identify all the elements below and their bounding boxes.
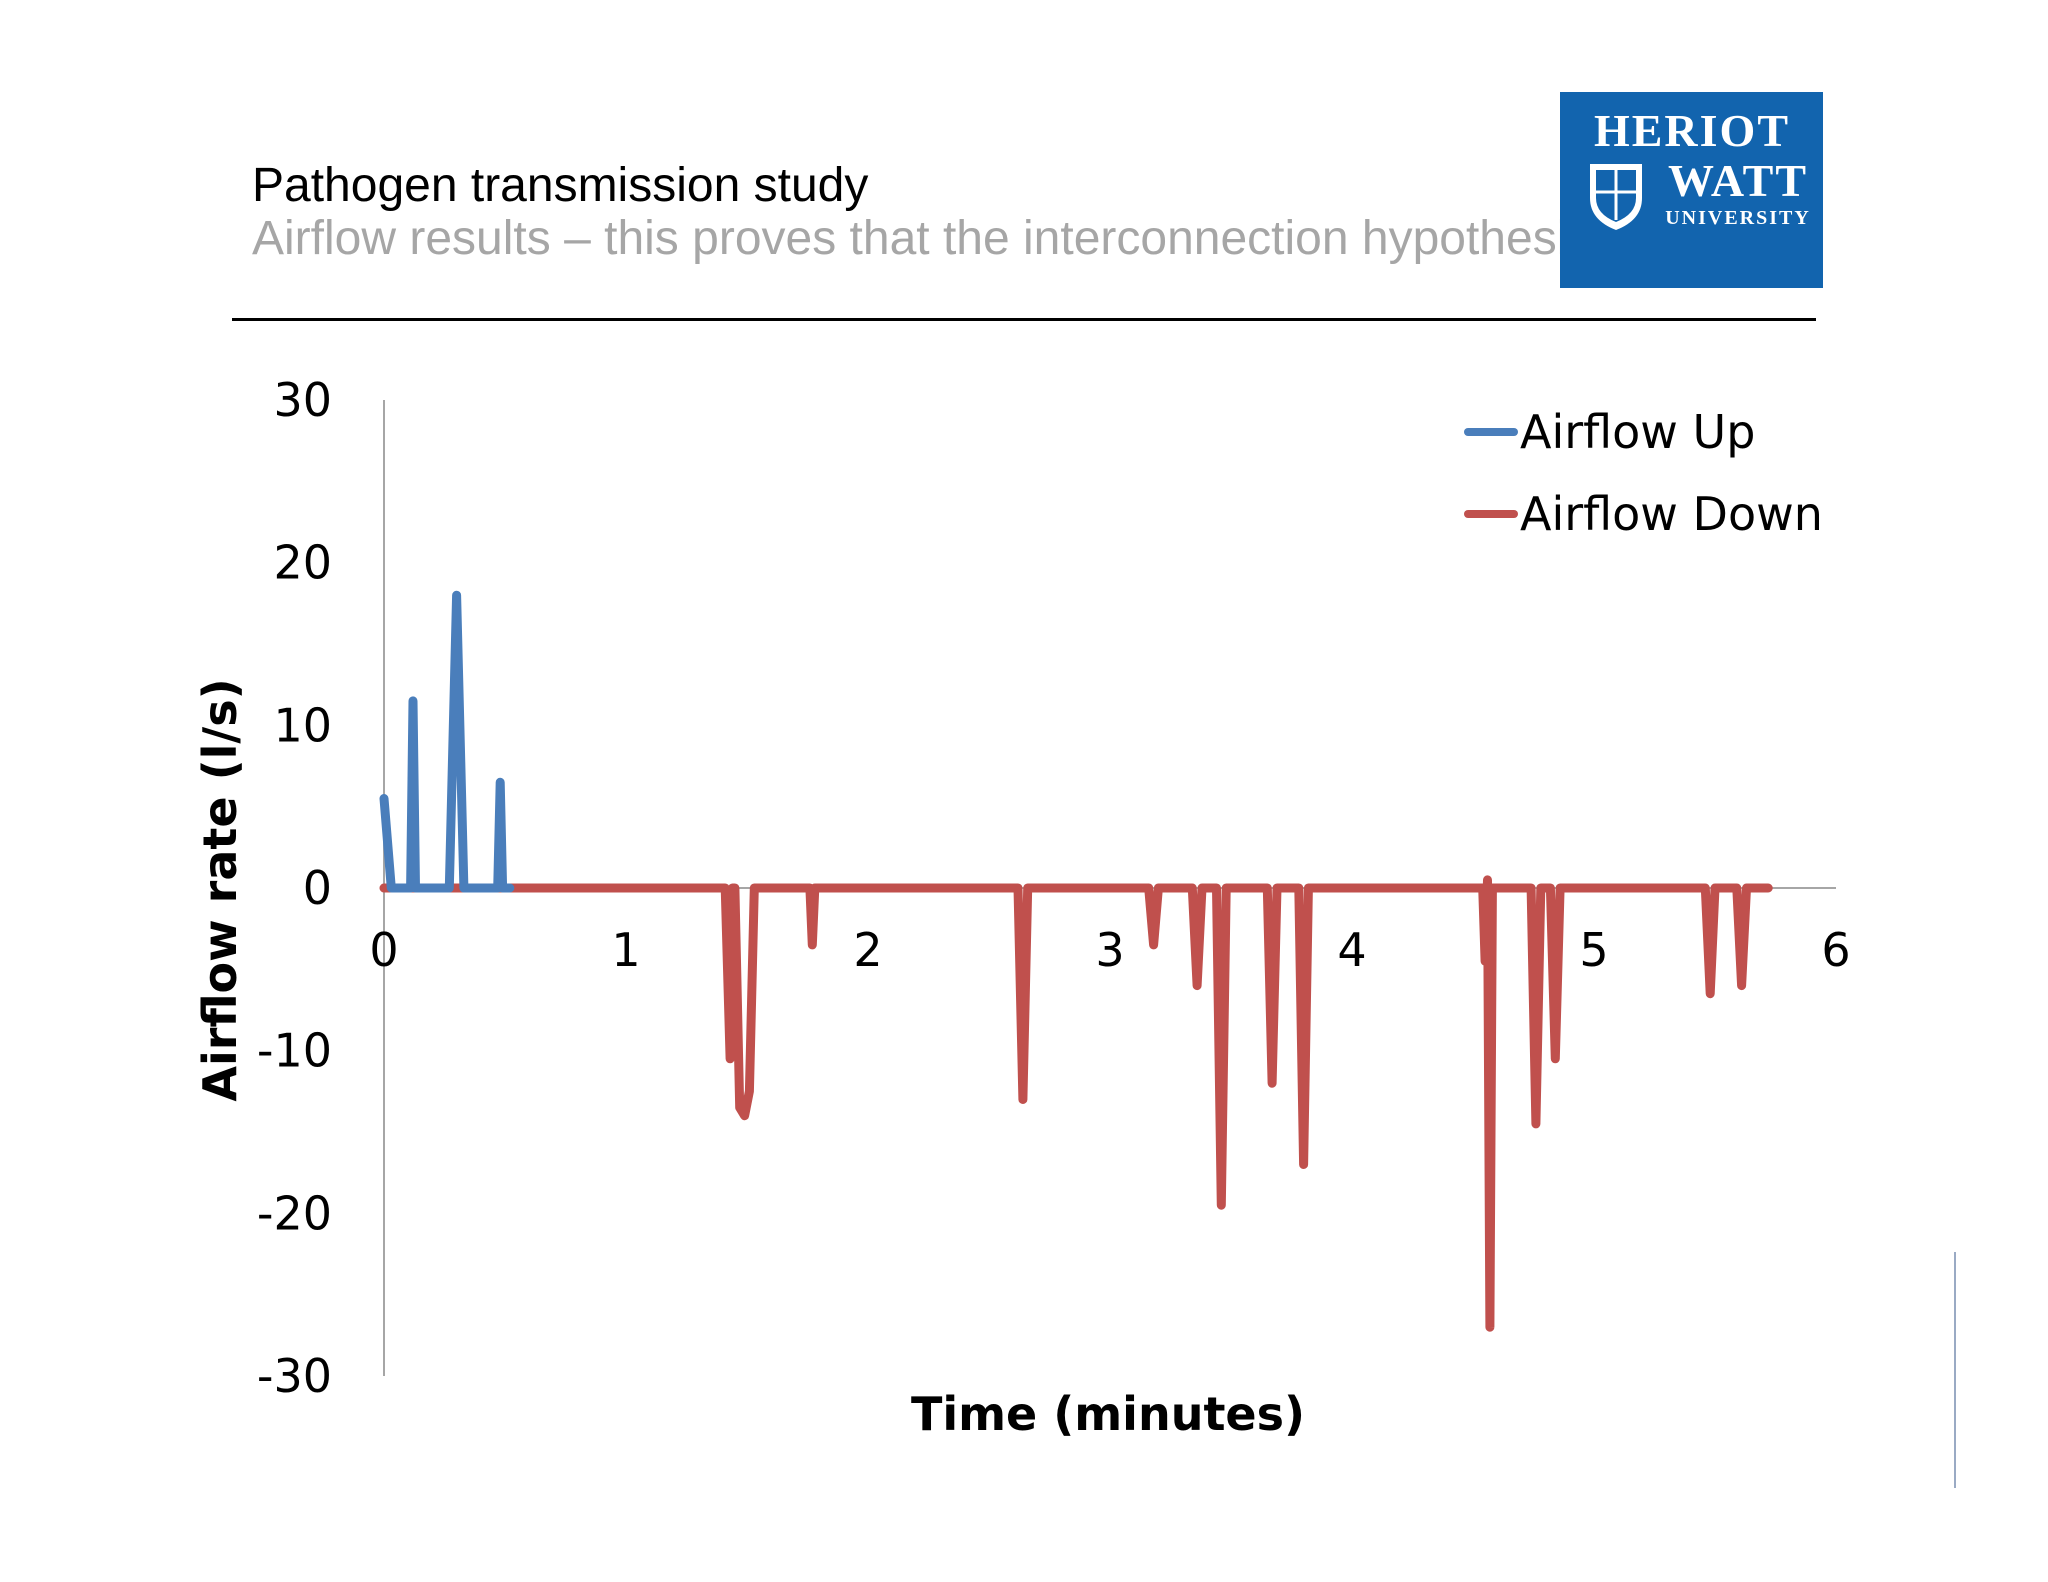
legend-label: Airflow Up bbox=[1520, 405, 1755, 459]
legend-label: Airflow Down bbox=[1520, 487, 1823, 541]
y-tick-label: -30 bbox=[257, 1349, 332, 1403]
x-tick-label: 1 bbox=[611, 923, 640, 977]
university-logo: HERIOT WATT UNIVERSITY bbox=[1560, 92, 1823, 288]
logo-line1: HERIOT bbox=[1594, 105, 1790, 156]
y-tick-label: 20 bbox=[273, 536, 332, 590]
slide-title: Pathogen transmission study bbox=[252, 159, 869, 212]
logo-artwork: HERIOT WATT UNIVERSITY bbox=[1590, 105, 1811, 230]
logo-line2: WATT bbox=[1668, 155, 1808, 206]
crest-icon bbox=[1590, 164, 1642, 230]
x-tick-label: 0 bbox=[369, 923, 398, 977]
x-tick-label: 6 bbox=[1821, 923, 1850, 977]
y-tick-label: 30 bbox=[273, 373, 332, 427]
series-line-1 bbox=[379, 875, 1773, 1332]
x-tick-label: 5 bbox=[1579, 923, 1608, 977]
y-tick-label: -10 bbox=[257, 1024, 332, 1078]
slide-edge-line bbox=[1954, 1252, 1956, 1488]
x-tick-label: 4 bbox=[1337, 923, 1366, 977]
chart-legend: Airflow Up Airflow Down bbox=[1464, 405, 1823, 541]
x-tick-label: 3 bbox=[1095, 923, 1124, 977]
slide-subtitle: Airflow results – this proves that the i… bbox=[252, 212, 1752, 265]
y-tick-label: 0 bbox=[303, 861, 332, 915]
x-axis-title: Time (minutes) bbox=[911, 1387, 1305, 1441]
x-tick-label: 2 bbox=[853, 923, 882, 977]
title-divider bbox=[232, 318, 1816, 321]
chart-ticks: 0 1 2 3 4 5 6 30 20 10 0 -10 -20 -30 bbox=[257, 373, 1851, 1403]
y-tick-label: 10 bbox=[273, 698, 332, 752]
chart-series bbox=[379, 590, 1773, 1332]
logo-line3: UNIVERSITY bbox=[1665, 207, 1811, 229]
series-line-0 bbox=[379, 590, 515, 893]
y-tick-label: -20 bbox=[257, 1186, 332, 1240]
y-axis-title: Airflow rate (l/s) bbox=[193, 678, 247, 1101]
